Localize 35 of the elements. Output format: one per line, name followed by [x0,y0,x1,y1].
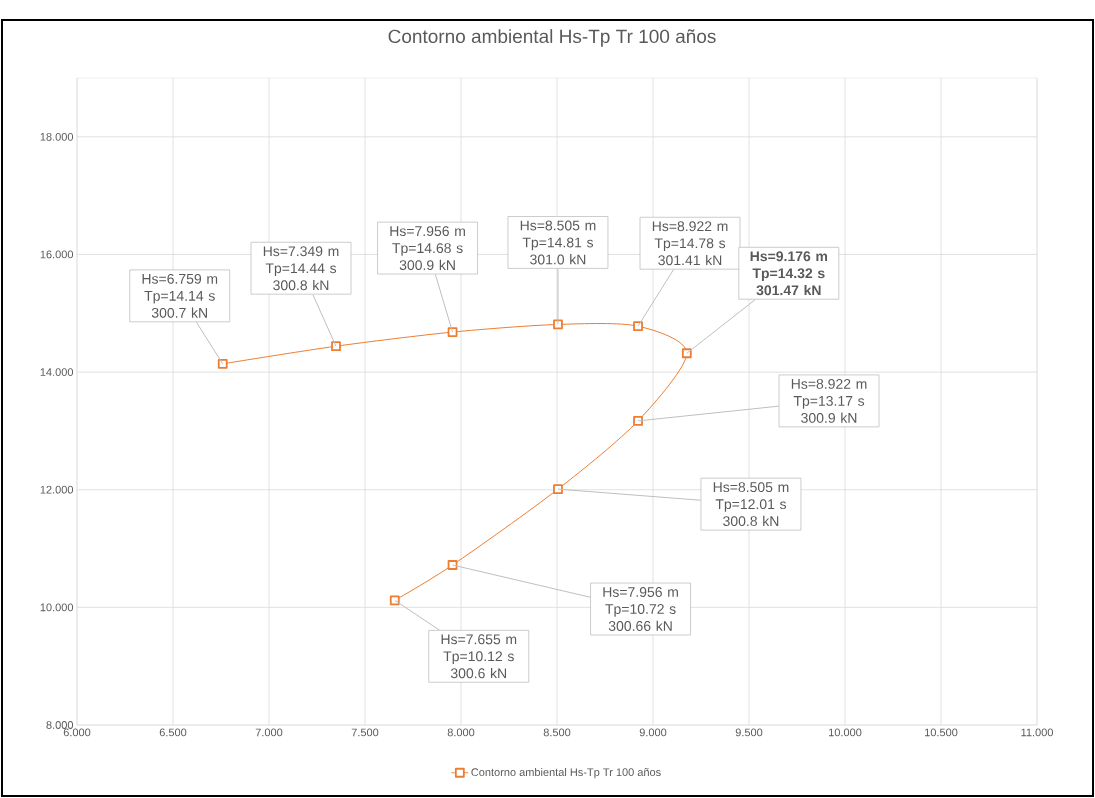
legend-label: Contorno ambiental Hs-Tp Tr 100 años [471,768,661,779]
annotation: Hs=6.759 m Tp=14.14 s 300.7 kN [142,273,218,318]
annotation: Hs=7.956 m Tp=14.68 s 300.9 kN [390,226,465,271]
annotation: Hs=8.922 m Tp=14.78 s 301.41 kN [652,221,728,266]
x-tick-label: 6.500 [159,728,187,737]
y-tick-label: 18.000 [40,132,74,141]
point [633,321,643,332]
point [553,484,563,495]
x-tick-label: 8.500 [543,728,571,737]
y-tick-label: 10.000 [40,603,74,612]
annotation: Hs=8.505 m Tp=12.01 s 300.8 kN [713,482,789,527]
x-tick-label: 8.000 [447,728,475,737]
annotation: Hs=7.655 m Tp=10.12 s 300.6 kN [441,634,517,679]
y-tick-label: 12.000 [40,485,74,494]
annotation: Hs=8.922 m Tp=13.17 s 300.9 kN [791,378,867,423]
point [217,358,228,369]
point [447,560,458,570]
y-tick-label: 16.000 [40,250,74,259]
annotation: Hs=7.349 m Tp=14.44 s 300.8 kN [263,246,339,291]
x-tick-label: 10.500 [925,728,958,737]
x-tick-label: 7.000 [255,728,283,737]
x-tick-label: 6.000 [63,728,91,737]
chart-title: Contorno ambiental Hs-Tp Tr 100 años [388,29,716,47]
annotation: Hs=9.176 m Tp=14.32 s 301.47 kN [750,251,828,296]
x-tick-label: 11.000 [1021,728,1053,737]
point [331,341,341,352]
point [633,416,643,426]
annotation: Hs=8.505 m Tp=14.81 s 301.0 kN [520,220,596,265]
annotation: Hs=7.956 m Tp=10.72 s 300.66 kN [603,587,678,631]
y-tick-label: 14.000 [40,368,74,376]
x-tick-label: 7.500 [351,728,379,737]
y-tick-label: 8.000 [46,721,74,729]
x-tick-label: 10.000 [829,728,862,737]
x-tick-label: 9.500 [735,728,763,737]
x-tick-label: 9.000 [639,728,667,737]
